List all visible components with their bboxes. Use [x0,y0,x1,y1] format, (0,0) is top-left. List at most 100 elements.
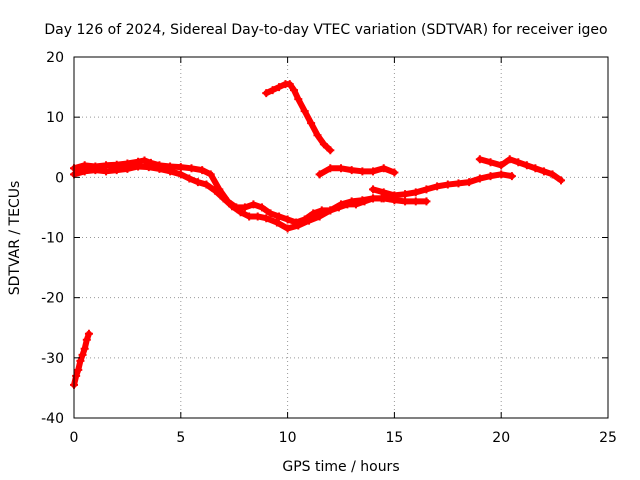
data-point [290,86,299,95]
data-point [300,107,309,116]
data-point [539,167,548,176]
data-point [245,212,254,221]
data-point [369,194,378,203]
data-point [166,167,175,176]
data-point [337,164,345,173]
data-point [272,218,281,227]
y-tick-label: -40 [41,411,64,427]
data-point [369,167,378,176]
data-point [326,206,335,215]
data-point [249,200,258,209]
data-point [112,166,121,175]
data-point [401,197,410,206]
data-point [262,214,271,223]
series-trace-g [70,329,93,389]
data-point [193,178,202,187]
chart-title: Day 126 of 2024, Sidereal Day-to-day VTE… [44,22,607,38]
data-point [531,164,540,173]
data-point [486,172,495,181]
data-point [102,167,111,176]
data-point [514,158,523,167]
series-trace-f [475,155,566,185]
data-point [369,185,378,194]
data-point [497,161,506,170]
plot-area [70,80,566,389]
y-tick-label: -10 [41,231,64,247]
data-point [347,197,356,206]
series-trace-c [262,80,335,155]
data-point [313,131,322,140]
data-point [176,163,185,172]
data-point [486,158,495,167]
data-point [210,186,219,195]
data-point [283,224,292,233]
data-point [76,356,85,365]
data-point [91,166,100,175]
x-axis-label: GPS time / hours [282,459,399,475]
data-point [84,329,93,338]
data-point [433,182,442,191]
data-point [443,180,452,189]
data-point [505,155,514,164]
data-point [507,172,516,181]
data-point [358,167,367,176]
data-point [283,215,292,224]
data-point [123,164,132,173]
data-point [304,216,313,225]
data-point [228,202,237,211]
series-trace-d [315,164,399,179]
data-point [78,350,87,359]
grid-lines [74,57,608,418]
data-point [326,164,335,173]
data-point [253,212,262,221]
data-point [465,178,474,187]
y-tick-label: 20 [46,50,64,66]
data-point [268,86,277,95]
data-point [379,188,388,197]
data-point [454,179,463,188]
data-point [144,163,153,172]
data-point [74,365,83,374]
data-point [219,194,228,203]
data-point [522,161,531,170]
data-point [185,174,194,183]
x-tick-label: 25 [599,430,617,446]
data-point [497,170,506,179]
data-point [206,170,215,179]
data-point [275,83,284,92]
data-point [294,221,303,230]
series-line [476,156,565,184]
data-point [347,166,356,175]
data-point [262,89,271,98]
data-point [401,190,410,199]
data-point [155,164,164,173]
data-point [72,371,81,380]
y-tick-label: 10 [46,110,64,126]
data-point [307,119,316,128]
y-axis-label: SDTVAR / TECUs [7,181,23,296]
data-point [202,180,211,189]
y-tick-label: -30 [41,351,64,367]
data-point [80,167,89,176]
data-point [257,203,266,212]
data-point [475,174,484,183]
y-tick-label: 0 [55,170,64,186]
data-point [557,176,566,185]
data-point [140,156,149,165]
x-tick-label: 5 [176,430,185,446]
data-point [82,335,91,344]
series-trace-b [70,162,431,233]
axes: 0 5 10 15 20 25 -40 -30 -20 -10 0 10 20 [41,50,617,446]
data-point [475,155,484,164]
data-point [422,185,431,194]
data-point [294,95,303,104]
x-tick-label: 10 [279,430,297,446]
x-tick-label: 15 [385,430,403,446]
y-tick-label: -20 [41,291,64,307]
data-point [422,197,431,206]
data-point [285,80,294,89]
data-point [187,164,196,173]
data-point [319,140,328,149]
data-point [411,188,420,197]
